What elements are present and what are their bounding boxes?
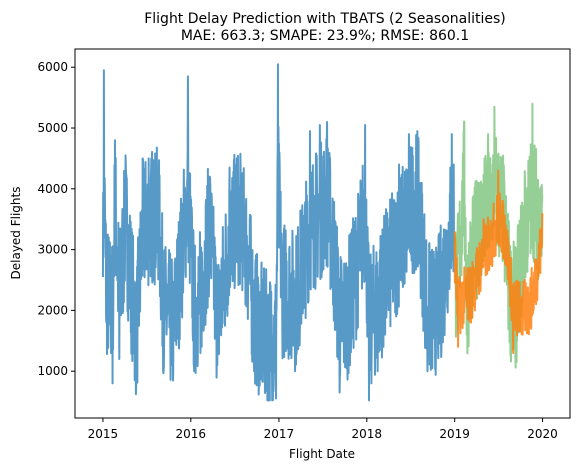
y-tick-label: 5000 — [37, 121, 68, 135]
y-axis-label: Delayed Flights — [9, 187, 23, 280]
x-tick-label: 2020 — [527, 427, 558, 441]
x-axis-label: Flight Date — [289, 447, 355, 461]
x-tick-label: 2017 — [264, 427, 295, 441]
y-tick-label: 2000 — [37, 303, 68, 317]
series-line-1 — [101, 63, 456, 402]
y-tick-label: 3000 — [37, 243, 68, 257]
plot-area — [101, 63, 544, 402]
chart-subtitle: MAE: 663.3; SMAPE: 23.9%; RMSE: 860.1 — [181, 28, 469, 44]
series-line-3 — [453, 169, 544, 354]
plot-frame — [74, 48, 571, 419]
x-tick-label: 2016 — [176, 427, 207, 441]
y-tick-label: 1000 — [37, 364, 68, 378]
x-tick-label: 2018 — [352, 427, 383, 441]
x-tick-label: 2015 — [88, 427, 119, 441]
chart-title: Flight Delay Prediction with TBATS (2 Se… — [144, 11, 506, 27]
y-tick-label: 4000 — [37, 182, 68, 196]
y-tick-label: 6000 — [37, 60, 68, 74]
axes: 2015 2016 2017 2018 2019 2020 1000 2000 3000 4000… — [37, 60, 557, 441]
x-tick-label: 2019 — [439, 427, 470, 441]
